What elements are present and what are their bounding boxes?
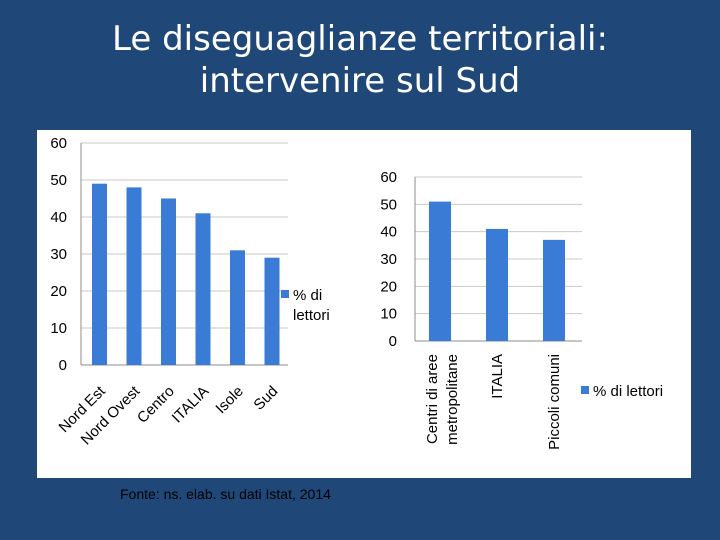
x-category-label: ITALIA (489, 354, 506, 399)
bar (92, 183, 107, 365)
title-line-1: Le diseguaglianze territoriali: (112, 19, 608, 59)
legend-swatch (281, 290, 289, 298)
y-tick-label: 0 (389, 333, 397, 350)
legend-swatch (581, 386, 589, 394)
bar (429, 201, 451, 341)
bar (195, 213, 211, 365)
y-tick-label: 60 (380, 169, 397, 186)
bar (230, 250, 245, 365)
y-tick-label: 30 (50, 246, 67, 263)
y-tick-label: 0 (59, 357, 67, 374)
x-category-label: Piccoli comuni (546, 354, 563, 450)
title-line-2: intervenire sul Sud (199, 61, 521, 101)
bar (126, 187, 142, 365)
legend-label: lettori (293, 307, 330, 324)
chart-panel (37, 130, 691, 478)
legend-label: % di lettori (593, 383, 663, 400)
y-tick-label: 40 (380, 224, 397, 241)
y-tick-label: 60 (50, 135, 67, 152)
y-tick-label: 10 (50, 320, 67, 337)
y-tick-label: 10 (380, 306, 397, 323)
bar (161, 198, 176, 365)
bar (486, 228, 508, 341)
x-category-label-line: Piccoli comuni (546, 354, 563, 450)
y-tick-label: 20 (50, 283, 67, 300)
y-tick-label: 50 (380, 196, 397, 213)
legend-label: % di (293, 287, 322, 304)
x-category-label: Centri di aree metropolitane (424, 354, 461, 445)
y-tick-label: 20 (380, 278, 397, 295)
bar (264, 257, 280, 365)
x-category-label-line: ITALIA (489, 354, 506, 399)
bar (543, 239, 565, 341)
slide-title: Le diseguaglianze territoriali: interven… (0, 18, 720, 102)
x-category-label-line: metropolitane (444, 354, 461, 445)
y-tick-label: 30 (380, 251, 397, 268)
y-tick-label: 40 (50, 209, 67, 226)
x-category-label-line: Centri di aree (424, 354, 441, 444)
y-tick-label: 50 (50, 172, 67, 189)
source-note: Fonte: ns. elab. su dati Istat, 2014 (120, 486, 331, 502)
